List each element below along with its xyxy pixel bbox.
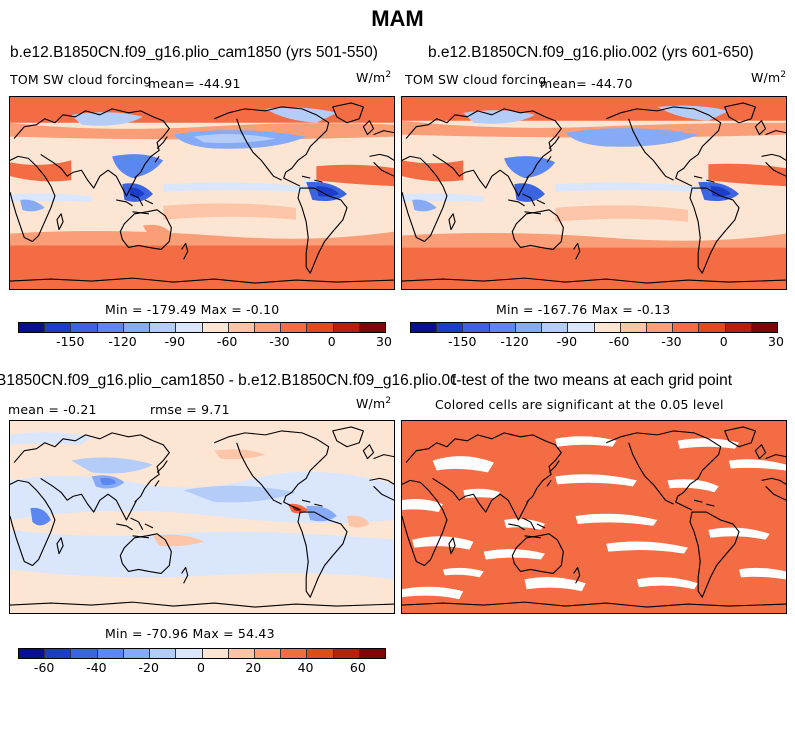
colorbar-swatch	[463, 323, 490, 332]
colorbar-tick-label: 0	[719, 334, 728, 349]
colorbar-swatch	[725, 323, 752, 332]
colorbar-swatch	[19, 323, 46, 332]
colorbar-tick-label: -60	[608, 334, 630, 349]
panel4-significance	[402, 436, 786, 600]
colorbar-swatch	[150, 649, 177, 658]
colorbar-swatch	[673, 323, 700, 332]
colorbar-tick-label: 30	[376, 334, 392, 349]
panel1-colorbar-ticks: -150 -120 -90 -60 -30 0 30	[18, 334, 392, 349]
colorbar-tick-label: -40	[86, 660, 107, 675]
panel1-field	[10, 97, 394, 289]
colorbar-swatch	[176, 323, 203, 332]
panel1-colorbar	[18, 322, 386, 333]
panel3-mean: mean = -0.21	[8, 402, 97, 417]
colorbar-swatch	[359, 649, 386, 658]
panel2-colorbar	[410, 322, 778, 333]
colorbar-tick-label: -90	[164, 334, 186, 349]
colorbar-swatch	[123, 649, 151, 658]
colorbar-tick-label: -20	[138, 660, 159, 675]
panel3-colorbar-ticks: -60 -40 -20 0 20 40 60	[18, 660, 384, 675]
panel1-mean: mean= -44.91	[148, 76, 241, 91]
colorbar-swatch	[228, 323, 255, 332]
panel3-rmse: rmse = 9.71	[150, 402, 230, 417]
colorbar-swatch	[515, 323, 543, 332]
figure-title: MAM	[371, 6, 424, 31]
colorbar-swatch	[97, 649, 124, 658]
colorbar-swatch	[228, 649, 255, 658]
colorbar-swatch	[568, 323, 595, 332]
colorbar-swatch	[281, 323, 308, 332]
panel2-units: W/m2	[751, 70, 787, 86]
colorbar-swatch	[45, 323, 72, 332]
panel3-units: W/m2	[356, 396, 392, 412]
colorbar-swatch	[150, 323, 177, 332]
colorbar-swatch	[254, 649, 282, 658]
colorbar-tick-label: 40	[297, 660, 314, 675]
colorbar-tick-label: -60	[33, 660, 55, 675]
colorbar-tick-label: 0	[197, 660, 205, 675]
colorbar-swatch	[542, 323, 569, 332]
colorbar-tick-label: 20	[245, 660, 262, 675]
colorbar-swatch	[202, 649, 229, 658]
colorbar-tick-label: -60	[216, 334, 238, 349]
panel4-title: t-test of the two means at each grid poi…	[452, 372, 733, 389]
panel1-units: W/m2	[356, 70, 392, 86]
panel3-minmax: Min = -70.96 Max = 54.43	[105, 626, 275, 641]
panel2-variable: TOM SW cloud forcing	[405, 72, 547, 87]
panel4-map	[401, 420, 787, 614]
colorbar-tick-label: -90	[556, 334, 578, 349]
colorbar-tick-label: 0	[327, 334, 336, 349]
panel1-variable: TOM SW cloud forcing	[10, 72, 152, 87]
panel1-minmax: Min = -179.49 Max = -0.10	[105, 302, 280, 317]
panel2-mean: mean= -44.70	[540, 76, 633, 91]
colorbar-tick-label: 60	[349, 660, 366, 675]
colorbar-tick-label: -30	[661, 334, 682, 349]
colorbar-swatch	[176, 649, 203, 658]
colorbar-swatch	[281, 649, 308, 658]
panel2-field	[402, 97, 786, 289]
colorbar-swatch	[751, 323, 778, 332]
colorbar-swatch	[594, 323, 621, 332]
colorbar-swatch	[254, 323, 282, 332]
colorbar-swatch	[489, 323, 516, 332]
panel1-title: b.e12.B1850CN.f09_g16.plio_cam1850 (yrs …	[10, 44, 378, 61]
panel3-title: B1850CN.f09_g16.plio_cam1850 - b.e12.B18…	[0, 372, 456, 389]
panel1-map	[9, 96, 395, 290]
colorbar-swatch	[307, 649, 334, 658]
panel2-title: b.e12.B1850CN.f09_g16.plio.002 (yrs 601-…	[428, 44, 754, 61]
panel2-map	[401, 96, 787, 290]
colorbar-tick-label: -120	[500, 334, 529, 349]
colorbar-swatch	[123, 323, 151, 332]
colorbar-tick-label: -150	[448, 334, 477, 349]
colorbar-swatch	[646, 323, 674, 332]
colorbar-swatch	[71, 323, 98, 332]
colorbar-swatch	[699, 323, 726, 332]
panel2-colorbar-ticks: -150 -120 -90 -60 -30 0 30	[410, 334, 784, 349]
colorbar-swatch	[411, 323, 438, 332]
panel3-map	[9, 420, 395, 614]
colorbar-swatch	[620, 323, 647, 332]
panel2-minmax: Min = -167.76 Max = -0.13	[496, 302, 671, 317]
colorbar-swatch	[333, 649, 360, 658]
colorbar-tick-label: -150	[56, 334, 85, 349]
panel3-field	[10, 421, 394, 613]
panel4-subtitle: Colored cells are significant at the 0.0…	[435, 397, 724, 412]
colorbar-swatch	[19, 649, 46, 658]
colorbar-swatch	[437, 323, 464, 332]
colorbar-swatch	[45, 649, 72, 658]
colorbar-tick-label: -120	[108, 334, 137, 349]
colorbar-tick-label: 30	[768, 334, 784, 349]
colorbar-swatch	[333, 323, 360, 332]
colorbar-swatch	[202, 323, 229, 332]
colorbar-swatch	[359, 323, 386, 332]
colorbar-tick-label: -30	[269, 334, 290, 349]
panel3-colorbar	[18, 648, 386, 659]
colorbar-swatch	[307, 323, 334, 332]
colorbar-swatch	[71, 649, 98, 658]
colorbar-swatch	[97, 323, 124, 332]
